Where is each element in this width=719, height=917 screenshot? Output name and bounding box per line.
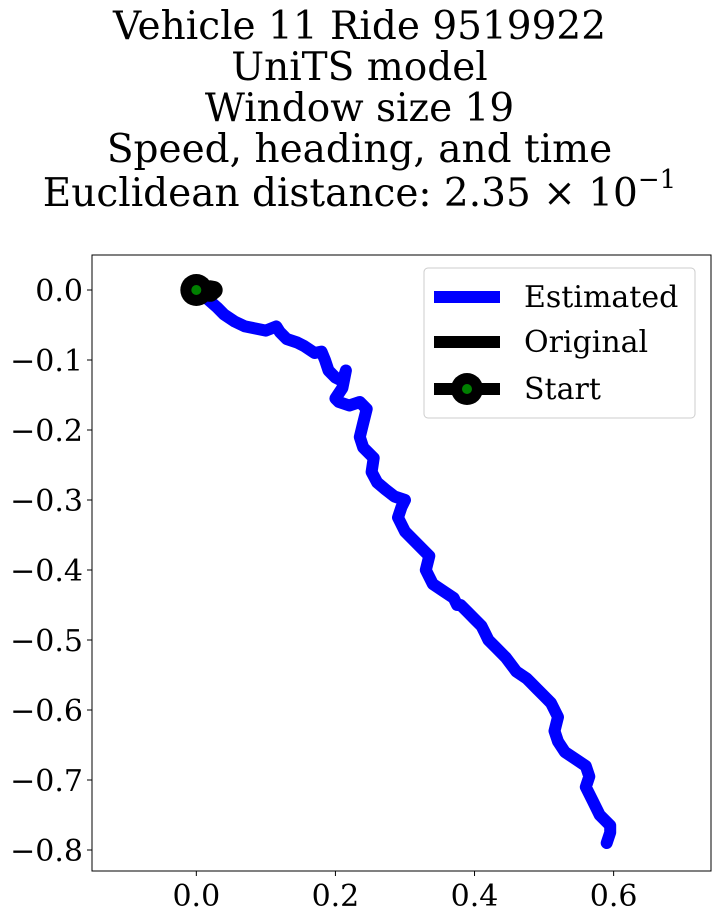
title-line-1: Vehicle 11 Ride 9519922 xyxy=(112,4,607,49)
y-tick-label: −0.3 xyxy=(10,484,83,519)
y-tick-label: −0.7 xyxy=(10,764,83,799)
y-tick-label: −0.8 xyxy=(10,834,83,869)
axes-frame xyxy=(91,254,712,872)
title-line-5: Euclidean distance: 2.35 × 10−1 xyxy=(0,167,719,216)
legend-start-marker xyxy=(462,384,472,394)
title-line-5-text: Euclidean distance: 2.35 × 10 xyxy=(42,171,638,216)
y-tick-label: 0.0 xyxy=(35,274,83,309)
legend-label-1: Estimated xyxy=(524,280,678,315)
y-tick-label: −0.6 xyxy=(10,694,83,729)
title-line-2: UniTS model xyxy=(231,45,488,90)
x-tick-label: 0.4 xyxy=(451,879,499,914)
x-tick-label: 0.0 xyxy=(172,879,220,914)
title-exponent: −1 xyxy=(637,165,677,195)
legend-label-3: Start xyxy=(524,372,601,407)
y-tick-label: −0.1 xyxy=(10,344,83,379)
plot-area xyxy=(180,274,617,849)
start-marker xyxy=(191,285,202,295)
x-tick-label: 0.6 xyxy=(590,879,638,914)
y-tick-label: −0.4 xyxy=(10,554,83,589)
y-tick-label: −0.5 xyxy=(10,624,83,659)
title-line-3: Window size 19 xyxy=(204,86,515,131)
x-tick-label: 0.2 xyxy=(312,879,360,914)
legend-box xyxy=(423,267,696,419)
estimated-series-line xyxy=(190,284,617,849)
y-tick-label: −0.2 xyxy=(10,414,83,449)
axes: 0.0 0.2 0.4 0.6 0.0 −0.1 −0.2 −0.3 −0.4 −0.5 −0.6 −… xyxy=(10,254,712,914)
legend-label-2: Original xyxy=(524,325,648,360)
title-line-4: Speed, heading, and time xyxy=(106,127,613,172)
legend: Estimated Original Start xyxy=(423,267,696,419)
